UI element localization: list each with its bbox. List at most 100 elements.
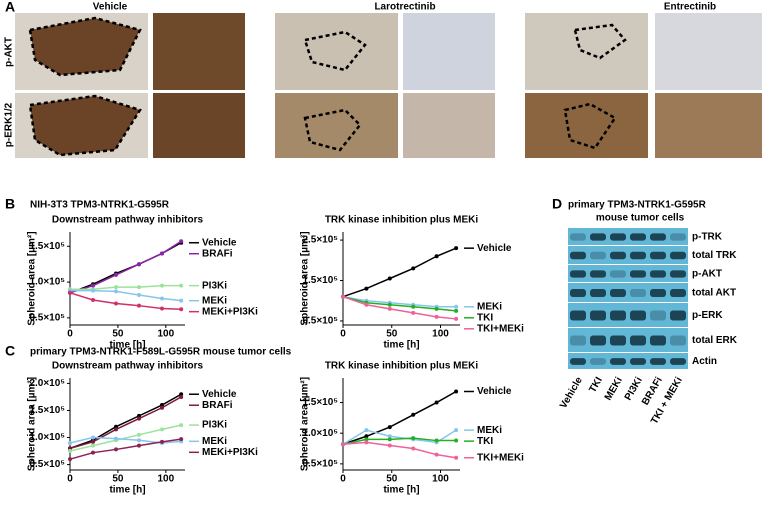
band xyxy=(650,310,666,321)
data-point xyxy=(91,435,95,440)
x-axis-label: time [h] xyxy=(383,340,419,351)
band xyxy=(590,358,606,365)
panel-title: primary TPM3-NTRK1-F589L-G595R mouse tum… xyxy=(30,347,292,358)
data-point xyxy=(91,450,95,455)
band xyxy=(570,310,586,321)
data-point xyxy=(434,314,439,319)
legend-label: TKI xyxy=(477,436,493,447)
band xyxy=(670,270,686,278)
band xyxy=(630,289,646,297)
blot-strip xyxy=(568,353,688,369)
data-point xyxy=(411,436,416,441)
band xyxy=(570,289,586,297)
blot-row-label: total TRK xyxy=(692,250,737,261)
band xyxy=(670,310,686,321)
data-point xyxy=(411,266,416,271)
y-tick-label: 0.5×10⁵ xyxy=(29,459,65,470)
panel-letter: C xyxy=(5,343,15,359)
chart-title: Downstream pathway inhibitors xyxy=(52,361,204,372)
y-axis-label: Spheroid area [µm²] xyxy=(27,231,38,325)
data-point xyxy=(454,304,459,309)
blot-row-label: p-TRK xyxy=(692,232,723,243)
series-line xyxy=(69,292,182,311)
y-axis-label: Spheroid area [µm²] xyxy=(300,377,311,471)
y-tick-label: 0.5×10⁵ xyxy=(302,316,338,327)
band xyxy=(650,270,666,278)
data-point xyxy=(91,297,95,302)
series-line xyxy=(69,393,182,450)
blot-strip xyxy=(568,265,688,282)
series-line xyxy=(342,429,457,445)
series-line xyxy=(342,437,457,445)
column-title: Larotrectinib xyxy=(374,2,435,13)
row-label: p-ERK1/2 xyxy=(4,102,15,147)
x-axis-label: time [h] xyxy=(109,485,145,496)
x-tick-label: 100 xyxy=(432,329,449,340)
data-point xyxy=(387,302,392,307)
legend-label: Vehicle xyxy=(202,389,237,400)
histology-images xyxy=(15,13,762,158)
data-point xyxy=(114,272,118,277)
series-line xyxy=(70,289,182,302)
data-point xyxy=(434,306,439,311)
lane-label: TKI xyxy=(587,375,605,395)
blot-strip xyxy=(568,246,688,264)
panel-title: primary TPM3-NTRK1-G595R xyxy=(568,200,707,211)
data-point xyxy=(137,303,141,308)
data-point xyxy=(387,437,392,442)
band xyxy=(610,251,626,260)
data-point xyxy=(454,455,459,460)
data-point xyxy=(114,285,118,290)
y-tick-label: 2.0×10⁵ xyxy=(29,378,65,389)
legend-label: MEKi xyxy=(477,425,502,436)
data-point xyxy=(160,427,164,432)
legend-label: MEKi+PI3Ki xyxy=(202,306,258,317)
data-point xyxy=(364,434,369,439)
band xyxy=(650,335,666,346)
data-point xyxy=(454,246,459,251)
data-point xyxy=(68,290,72,295)
data-point xyxy=(137,262,141,267)
data-point xyxy=(434,452,439,457)
y-tick-label: 0.5×10⁵ xyxy=(29,312,65,323)
y-tick-label: 1.0×10⁵ xyxy=(29,277,65,288)
legend-label: MEKi+PI3Ki xyxy=(202,447,258,458)
band xyxy=(670,289,686,297)
data-point xyxy=(114,289,118,294)
chart-title: TRK kinase inhibition plus MEKi xyxy=(325,215,479,226)
data-point xyxy=(160,296,164,301)
legend-label: Vehicle xyxy=(202,237,237,248)
x-tick-label: 50 xyxy=(112,329,124,340)
band xyxy=(630,233,646,241)
band xyxy=(570,358,586,365)
series-line xyxy=(69,396,182,450)
band xyxy=(630,251,646,260)
data-point xyxy=(387,276,392,281)
data-point xyxy=(434,438,439,443)
legend-label: TKI xyxy=(477,312,493,323)
blot-strip xyxy=(568,283,688,302)
band xyxy=(590,233,606,241)
lane-label: MEKi xyxy=(603,375,625,402)
data-point xyxy=(137,285,141,290)
band xyxy=(630,335,646,346)
band xyxy=(590,270,606,278)
data-point xyxy=(341,294,345,299)
band xyxy=(670,358,686,365)
data-point xyxy=(137,416,141,421)
data-point xyxy=(179,394,184,399)
band xyxy=(650,289,666,297)
x-tick-label: 50 xyxy=(386,329,398,340)
data-point xyxy=(364,286,369,291)
band xyxy=(590,310,606,321)
data-point xyxy=(160,439,164,444)
blot-strip xyxy=(568,228,688,245)
data-point xyxy=(137,432,141,437)
y-tick-label: 1.5×10⁵ xyxy=(29,241,65,252)
data-point xyxy=(387,425,392,430)
band xyxy=(630,358,646,365)
data-point xyxy=(411,446,416,451)
x-tick-label: 50 xyxy=(386,474,398,485)
data-point xyxy=(68,457,72,462)
legend-label: BRAFi xyxy=(202,248,233,259)
